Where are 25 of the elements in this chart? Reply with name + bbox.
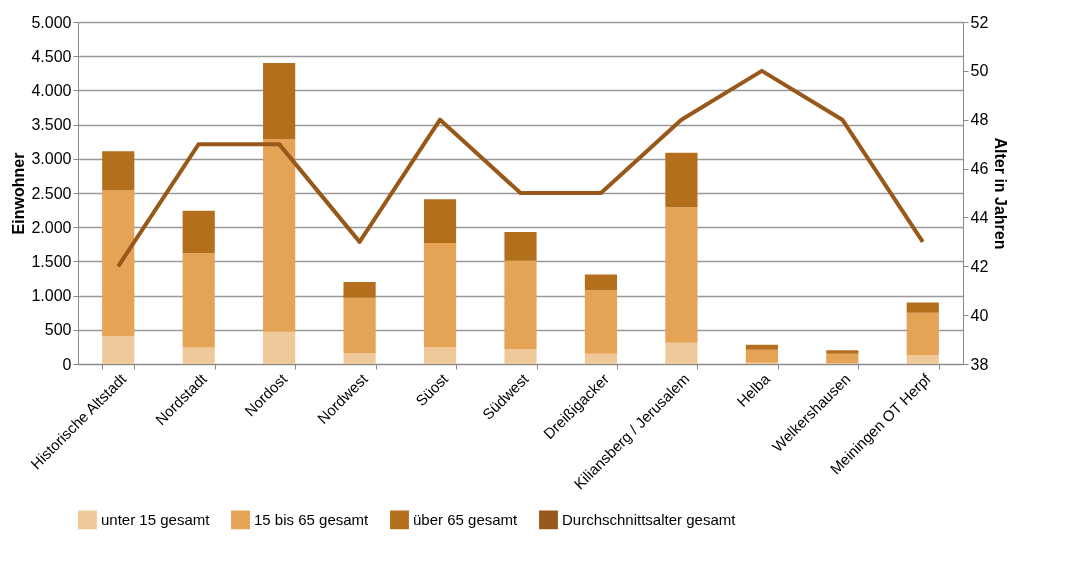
y2-tick-label: 52 [970, 13, 989, 31]
y2-tick-label: 38 [970, 355, 989, 373]
y-tick-label: 2.500 [31, 184, 72, 202]
y2-tick-label: 44 [970, 208, 989, 226]
y-tick-label: 2.000 [31, 218, 72, 236]
y2-tick-label: 46 [970, 160, 989, 178]
y-tick-label: 3.500 [31, 116, 72, 134]
y-axis-title: Einwohner [10, 152, 28, 235]
legend-label: unter 15 gesamt [101, 510, 211, 528]
y2-axis-title: Alter in Jahren [992, 137, 1010, 250]
y-tick-label: 3.000 [31, 150, 72, 168]
legend-label: Durchschnittsalter gesamt [562, 510, 737, 528]
y2-tick-label: 48 [970, 111, 989, 129]
legend-label: über 65 gesamt [413, 510, 519, 528]
y-tick-label: 4.000 [31, 81, 72, 99]
y2-tick-label: 40 [970, 306, 989, 324]
y2-tick-label: 50 [970, 62, 989, 80]
y-tick-label: 500 [44, 321, 72, 339]
y-tick-label: 4.500 [31, 47, 72, 65]
y2-tick-label: 42 [970, 257, 989, 275]
y-tick-label: 5.000 [31, 13, 72, 31]
y-tick-label: 1.500 [31, 252, 72, 270]
y-tick-label: 0 [62, 355, 72, 373]
y-tick-label: 1.000 [31, 287, 72, 305]
legend-label: 15 bis 65 gesamt [254, 510, 370, 528]
